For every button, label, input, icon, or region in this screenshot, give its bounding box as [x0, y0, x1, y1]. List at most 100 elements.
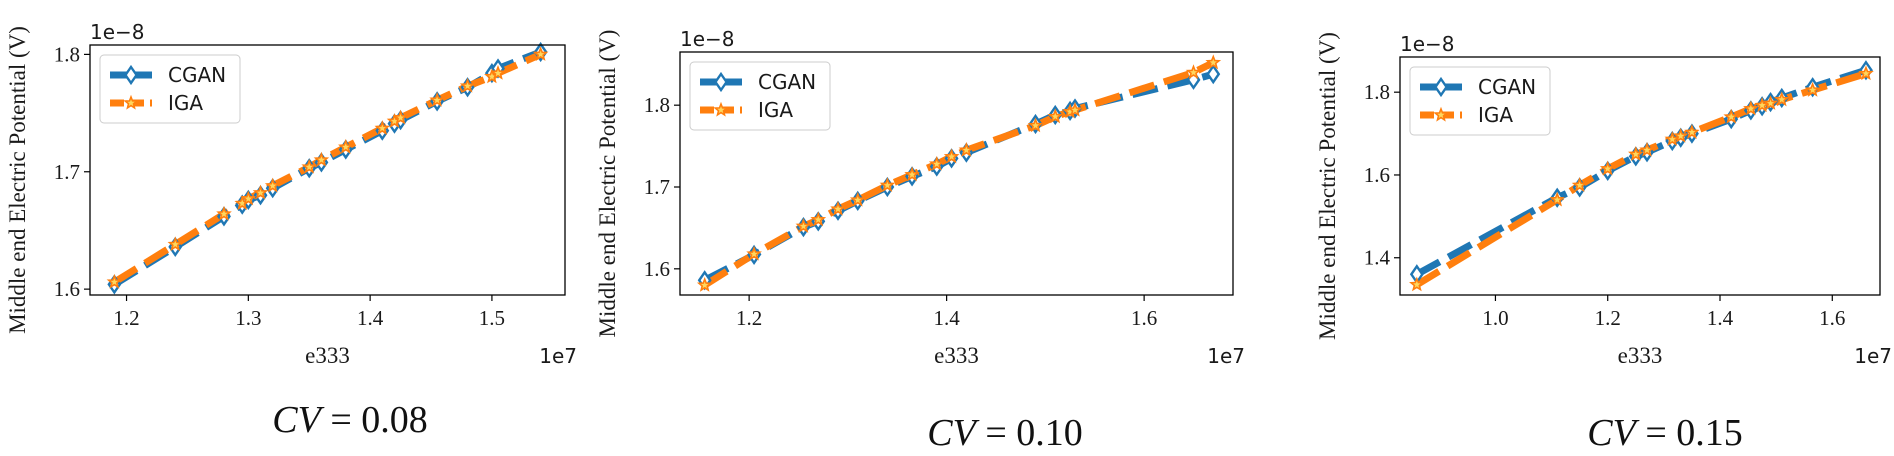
y-offset-label: 1e−8	[90, 20, 145, 44]
caption-value: = 0.10	[976, 412, 1083, 454]
iga-marker-0	[1409, 276, 1425, 292]
iga-marker-1	[1549, 191, 1565, 207]
iga-marker-10	[374, 120, 391, 135]
caption-variable: CV	[927, 412, 979, 454]
iga-marker-2	[216, 205, 232, 221]
y-tick-label: 1.7	[644, 175, 670, 199]
y-offset-label: 1e−8	[680, 27, 735, 51]
x-tick-label: 1.3	[235, 306, 261, 330]
chart-panel-1: 1.2 1.3 1.4 1.5 1.6 1.7 1.8 1e−8 1e7 e333 Middle e…	[5, 20, 577, 441]
iga-marker-legend	[1433, 106, 1449, 122]
x-offset-label: 1e7	[1207, 344, 1245, 368]
y-tick-label: 1.8	[54, 42, 80, 66]
x-tick-label: 1.0	[1482, 306, 1508, 330]
caption-variable: CV	[272, 399, 324, 441]
legend-iga-label: IGA	[1478, 103, 1513, 127]
iga-marker-17	[532, 46, 549, 61]
y-tick-label: 1.8	[644, 93, 670, 117]
iga-marker-2	[1571, 177, 1588, 193]
x-tick-label: 1.4	[934, 306, 961, 330]
legend: CGAN IGA	[99, 54, 241, 124]
panel-caption: CV = 0.10	[927, 412, 1083, 454]
iga-marker-11	[1027, 117, 1044, 133]
cgan-marker-legend	[1434, 76, 1448, 98]
iga-marker-12	[1762, 95, 1779, 110]
iga-marker-4	[240, 190, 257, 206]
iga-marker-9	[1723, 108, 1739, 124]
iga-marker-3	[810, 211, 827, 227]
iga-marker-5	[1639, 141, 1655, 157]
y-axis-label: Middle end Electric Potential (V)	[595, 30, 620, 338]
x-offset-label: 1e7	[539, 344, 577, 368]
y-tick-label: 1.6	[54, 277, 80, 301]
iga-marker-13	[1773, 91, 1790, 107]
iga-marker-1	[746, 245, 762, 261]
legend-cgan-label: CGAN	[1478, 75, 1536, 99]
iga-marker-14	[1804, 81, 1821, 97]
iga-marker-5	[252, 184, 269, 200]
x-tick-label: 1.5	[479, 306, 505, 330]
x-axis-label: e333	[1618, 343, 1663, 368]
iga-marker-4	[830, 200, 846, 216]
x-tick-label: 1.2	[1595, 306, 1621, 330]
iga-marker-6	[879, 177, 896, 192]
chart-panel-3: 1.0 1.2 1.4 1.6 1.4 1.6 1.8 1e−8 1e7 e333 Middle e…	[1315, 32, 1892, 454]
legend-cgan-label: CGAN	[168, 63, 226, 87]
y-tick-label: 1.4	[1364, 246, 1391, 270]
iga-marker-0	[106, 273, 123, 289]
x-tick-label: 1.2	[113, 306, 139, 330]
x-tick-label: 1.2	[736, 306, 762, 330]
x-tick-label: 1.4	[1707, 306, 1734, 330]
iga-marker-8	[313, 151, 330, 167]
legend: CGAN IGA	[1409, 66, 1551, 136]
iga-marker-14	[1067, 101, 1083, 117]
iga-marker-7	[1672, 127, 1689, 143]
plot-frame	[89, 44, 566, 296]
iga-marker-0	[696, 276, 713, 292]
caption-variable: CV	[1587, 412, 1639, 454]
y-axis-label: Middle end Electric Potential (V)	[5, 26, 30, 334]
plot-frame	[679, 51, 1234, 296]
x-tick-label: 1.6	[1131, 306, 1157, 330]
iga-marker-13	[429, 91, 445, 107]
iga-marker-15	[1858, 65, 1874, 81]
chart-panel-2: 1.2 1.4 1.6 1.6 1.7 1.8 1e−8 1e7 e333 Middle end …	[595, 27, 1245, 454]
iga-marker-9	[338, 138, 354, 154]
iga-marker-12	[392, 109, 409, 125]
iga-marker-14	[459, 77, 476, 93]
y-axis-label: Middle end Electric Potential (V)	[1315, 32, 1340, 340]
iga-marker-16	[490, 64, 506, 80]
x-axis-label: e333	[934, 343, 979, 368]
legend-iga-label: IGA	[168, 91, 203, 115]
iga-marker-7	[904, 166, 920, 182]
y-offset-label: 1e−8	[1400, 32, 1455, 56]
iga-marker-10	[1743, 100, 1759, 116]
x-axis-label: e333	[305, 343, 350, 368]
legend-cgan-label: CGAN	[758, 70, 816, 94]
iga-marker-6	[264, 177, 281, 193]
iga-marker-2	[795, 218, 812, 233]
iga-marker-legend	[713, 101, 729, 117]
iga-marker-10	[958, 142, 975, 157]
iga-marker-15	[1185, 64, 1202, 80]
iga-marker-8	[1684, 124, 1700, 140]
iga-marker-8	[928, 155, 945, 171]
panel-caption: CV = 0.15	[1587, 412, 1743, 454]
y-tick-label: 1.6	[1364, 163, 1390, 187]
cgan-marker-16	[1206, 63, 1221, 85]
iga-marker-4	[1628, 146, 1644, 161]
y-tick-label: 1.8	[1364, 80, 1390, 104]
iga-marker-6	[1664, 131, 1681, 146]
iga-marker-1	[167, 236, 184, 252]
y-tick-label: 1.7	[54, 160, 80, 184]
iga-marker-12	[1047, 108, 1064, 124]
iga-marker-7	[301, 158, 317, 174]
caption-value: = 0.08	[321, 399, 428, 441]
iga-marker-legend	[123, 94, 139, 110]
legend-iga-label: IGA	[758, 98, 793, 122]
y-tick-label: 1.6	[644, 257, 670, 281]
x-tick-label: 1.4	[357, 306, 384, 330]
legend: CGAN IGA	[689, 61, 831, 131]
cgan-marker-legend	[124, 64, 138, 86]
